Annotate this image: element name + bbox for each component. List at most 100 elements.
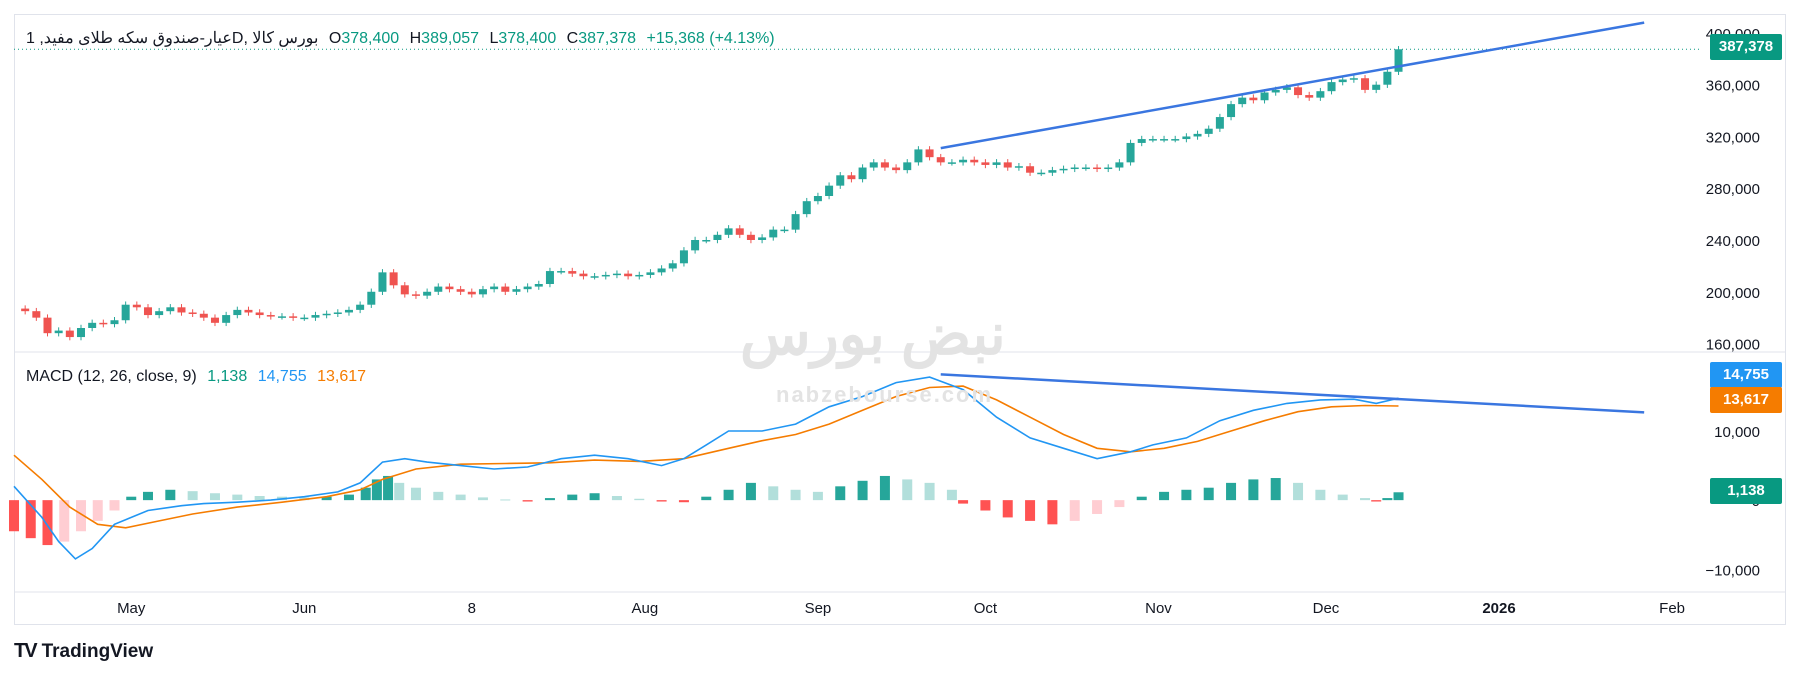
candle [65, 330, 74, 338]
candle [344, 309, 353, 313]
histogram-bar [254, 496, 265, 501]
candle [657, 268, 666, 273]
candle [88, 322, 97, 328]
candle [624, 273, 633, 277]
histogram-bar [790, 489, 801, 501]
time-tick-label: 8 [468, 600, 476, 617]
time-tick-label: Oct [974, 600, 998, 617]
histogram-bar [1270, 478, 1281, 501]
candle [1115, 162, 1124, 168]
candle [735, 228, 744, 235]
hist-price-tag: 1,138 [1710, 478, 1782, 504]
candle [1070, 167, 1079, 170]
histogram-bar [1393, 492, 1404, 501]
high-value: 389,057 [421, 30, 480, 47]
candle [1227, 104, 1236, 118]
histogram-bar [1114, 500, 1125, 508]
histogram-bar [126, 496, 137, 501]
histogram-bar [1315, 489, 1326, 501]
candle [356, 304, 365, 310]
candle [244, 309, 253, 313]
histogram-bar [1360, 498, 1371, 501]
candle [947, 162, 956, 164]
candle [1171, 139, 1180, 141]
histogram-bar [455, 494, 466, 501]
candle [188, 312, 197, 314]
candle [568, 271, 577, 274]
candle [222, 315, 231, 323]
histogram-bar [343, 494, 354, 501]
tradingview-logo[interactable]: TV TradingView [14, 640, 153, 663]
macd-price-tag: 14,755 [1710, 362, 1782, 388]
time-tick-label: Dec [1313, 600, 1340, 617]
histogram-bar [1092, 500, 1103, 514]
candle [210, 317, 219, 323]
time-tick-label: Nov [1145, 600, 1172, 617]
candle [914, 149, 923, 163]
price-tick-label: 320,000 [1706, 129, 1760, 146]
histogram-bar [958, 500, 969, 504]
histogram-bar [589, 493, 600, 501]
histogram-bar [1069, 500, 1080, 521]
price-tick-label: 240,000 [1706, 233, 1760, 250]
candle [880, 162, 889, 168]
candle [76, 328, 85, 338]
candle [1305, 95, 1314, 98]
price-tick-label: 160,000 [1706, 337, 1760, 354]
candle [43, 317, 52, 334]
histogram-bar [165, 489, 176, 501]
histogram-bar [1181, 489, 1192, 501]
histogram-bar [433, 491, 444, 501]
macd-legend[interactable]: MACD (12, 26, close, 9) 1,138 14,755 13,… [26, 368, 366, 386]
candle [411, 294, 420, 296]
histogram-bar [902, 479, 913, 501]
candle [1271, 89, 1280, 93]
candle [1182, 136, 1191, 140]
histogram-bar [360, 487, 371, 501]
macd-trendline [940, 373, 1645, 414]
histogram-bar [209, 493, 220, 501]
exchange: بورس کالا [252, 30, 319, 47]
histogram-bar [924, 482, 935, 501]
candle [557, 271, 566, 273]
signal-line [13, 385, 1399, 529]
candle [925, 149, 934, 158]
symbol-name[interactable]: 1 ,عیار-صندوق سکه طلای مفید [26, 30, 232, 47]
time-tick-label: May [117, 600, 146, 617]
candle [847, 175, 856, 180]
histogram-bar [656, 500, 667, 502]
time-tick-label: Aug [632, 600, 659, 617]
histogram-bar [745, 482, 756, 501]
tradingview-mark-icon: TV [14, 640, 38, 662]
time-tick-label: 2026 [1482, 600, 1515, 617]
candle [1394, 49, 1403, 72]
histogram-bar [232, 494, 243, 501]
open-label: O [328, 30, 342, 47]
histogram-bar [42, 500, 53, 546]
candle [758, 237, 767, 240]
candle [1238, 97, 1247, 105]
macd-signal-value: 13,617 [317, 368, 367, 385]
histogram-bar [25, 500, 36, 539]
candle [903, 162, 912, 171]
histogram-bar [522, 500, 533, 502]
candle [1327, 82, 1336, 92]
interval[interactable]: D [231, 30, 244, 47]
chart-frame [14, 14, 1786, 625]
candle [780, 229, 789, 232]
symbol-legend: 1 ,عیار-صندوق سکه طلای مفیدD, بورس کالا … [26, 30, 775, 47]
candle [389, 272, 398, 286]
macd-tick-label: −10,000 [1705, 562, 1760, 579]
candle [322, 313, 331, 316]
candle [490, 286, 499, 290]
candle [612, 273, 621, 276]
candle [545, 271, 554, 284]
time-tick-label: Sep [805, 600, 832, 617]
candle [1003, 162, 1012, 168]
candle [1137, 139, 1146, 143]
histogram-bar [59, 500, 70, 542]
candle [1037, 172, 1046, 175]
histogram-bar [723, 489, 734, 501]
candle [1204, 128, 1213, 134]
